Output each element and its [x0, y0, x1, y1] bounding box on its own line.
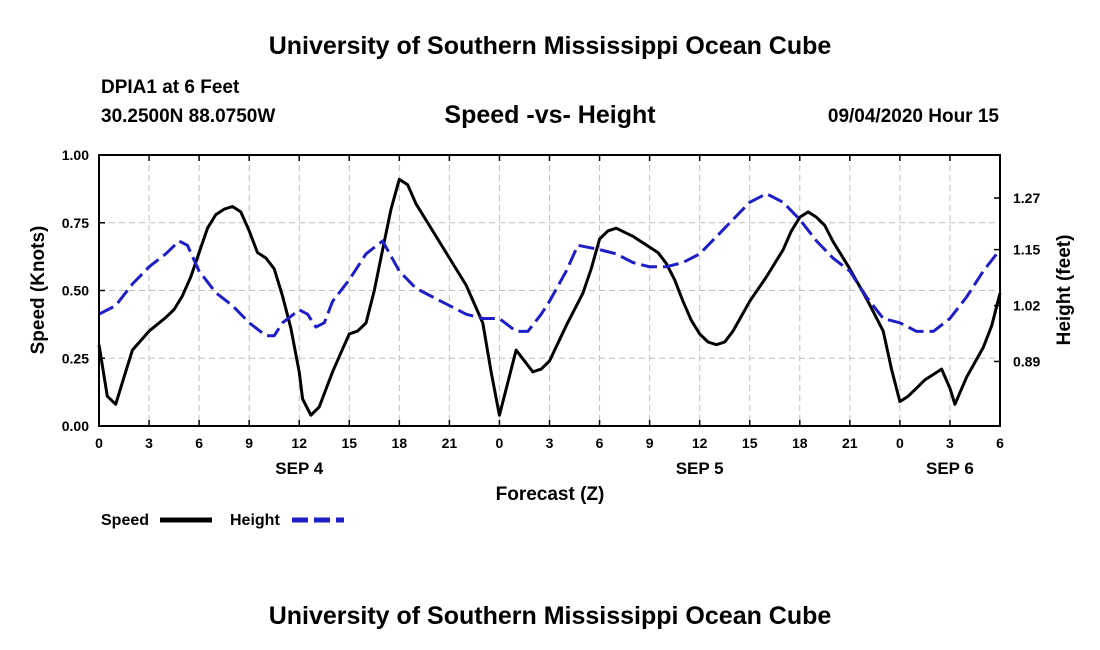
- x-tick-label: 3: [946, 435, 954, 451]
- x-tick-label: 9: [646, 435, 654, 451]
- x-tick-label: 18: [792, 435, 808, 451]
- y-tick-label: 0.50: [62, 283, 89, 299]
- speed-series-line: [97, 177, 1002, 417]
- x-tick-label: 12: [692, 435, 708, 451]
- x-tick-label: 0: [896, 435, 904, 451]
- x-tick-label: 15: [742, 435, 758, 451]
- axis-ticks: 0 3 6 9 12 15 18 21 0 3 6 9 12 15 18 21 0 3 6 SEP 4 SEP 5 SEP…: [62, 147, 1041, 478]
- x-tick-label: 6: [195, 435, 203, 451]
- x-tick-label: 6: [596, 435, 604, 451]
- date-label: SEP 5: [676, 459, 724, 478]
- x-tick-label: 0: [95, 435, 103, 451]
- y-axis-title: Speed (Knots): [28, 226, 49, 355]
- grid: [99, 155, 1000, 426]
- page-title: University of Southern Mississippi Ocean…: [268, 32, 832, 60]
- legend-height-label: Height: [230, 512, 280, 529]
- x-tick-label: 21: [442, 435, 458, 451]
- legend-speed-label: Speed: [101, 512, 149, 529]
- x-tick-label: 15: [341, 435, 357, 451]
- x-tick-label: 6: [996, 435, 1004, 451]
- x-tick-label: 18: [392, 435, 408, 451]
- series-layer: [97, 177, 1002, 417]
- y2-tick-label: 0.89: [1013, 353, 1040, 369]
- legend: Speed Height: [101, 512, 344, 529]
- x-tick-label: 0: [496, 435, 504, 451]
- height-series-line: [98, 192, 1002, 338]
- y-tick-label: 0.00: [62, 418, 89, 434]
- forecast-datetime: 09/04/2020 Hour 15: [827, 106, 999, 127]
- x-tick-label: 3: [546, 435, 554, 451]
- x-tick-label: 12: [291, 435, 307, 451]
- y2-tick-label: 1.02: [1013, 298, 1040, 314]
- plot-title: Speed -vs- Height: [444, 101, 656, 129]
- date-label: SEP 4: [275, 459, 323, 478]
- y-tick-label: 1.00: [62, 147, 89, 163]
- x-tick-label: 9: [245, 435, 253, 451]
- y2-tick-label: 1.27: [1013, 190, 1040, 206]
- station-label: DPIA1 at 6 Feet: [101, 77, 240, 98]
- y2-tick-label: 1.15: [1013, 242, 1040, 258]
- y-tick-label: 0.75: [62, 215, 89, 231]
- x-tick-label: 3: [145, 435, 153, 451]
- x-axis-title: Forecast (Z): [496, 484, 605, 505]
- station-coordinates: 30.2500N 88.0750W: [101, 106, 276, 127]
- date-label: SEP 6: [926, 459, 974, 478]
- x-tick-label: 21: [842, 435, 858, 451]
- footer-title: University of Southern Mississippi Ocean…: [268, 602, 832, 630]
- y-tick-label: 0.25: [62, 350, 89, 366]
- y2-axis-title: Height (feet): [1054, 235, 1075, 346]
